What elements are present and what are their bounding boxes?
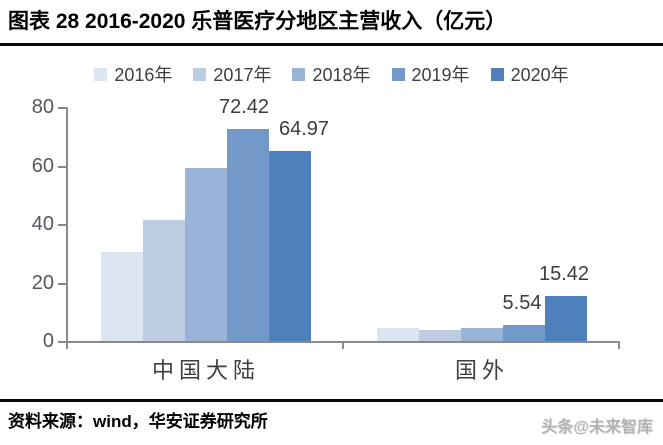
y-axis-label: 40	[31, 213, 54, 235]
y-axis-label: 20	[31, 271, 54, 294]
x-axis-tick	[618, 343, 620, 349]
legend-item: 2019年	[391, 61, 470, 87]
data-label: 64.97	[278, 117, 330, 140]
legend-label: 2016年	[114, 65, 173, 85]
legend-swatch-icon	[490, 67, 504, 81]
x-axis-tick	[342, 343, 344, 349]
y-axis-line	[66, 107, 68, 343]
legend-label: 2020年	[510, 65, 569, 85]
y-axis-tick	[58, 341, 66, 343]
legend-swatch-icon	[94, 67, 108, 81]
chart-legend: 2016年 2017年 2018年 2019年 2020年	[0, 61, 663, 87]
legend-swatch-icon	[193, 67, 207, 81]
bar	[461, 327, 503, 341]
x-axis-tick	[66, 343, 68, 349]
bar	[503, 324, 545, 341]
bar	[377, 328, 419, 341]
legend-item: 2018年	[292, 61, 371, 87]
category-label: 中国大陆	[151, 358, 260, 383]
source-note: 资料来源：wind，华安证券研究所	[8, 412, 268, 431]
data-label: 72.42	[218, 96, 270, 119]
y-axis-label: 60	[31, 154, 54, 177]
bar	[101, 252, 143, 341]
footer-divider	[0, 399, 663, 402]
title-divider	[0, 43, 663, 46]
y-axis-tick	[58, 107, 66, 109]
bar-chart: 2016年 2017年 2018年 2019年 2020年 0 20 40 60 80 中国大陆 国…	[0, 48, 663, 399]
legend-label: 2017年	[213, 65, 272, 85]
y-axis-label: 0	[42, 330, 54, 352]
bar	[227, 129, 269, 341]
bar	[269, 150, 311, 341]
legend-item: 2016年	[94, 61, 172, 87]
data-label: 5.54	[502, 291, 542, 314]
legend-label: 2018年	[312, 65, 371, 85]
category-label: 国外	[454, 358, 509, 383]
bar	[185, 168, 227, 341]
legend-item: 2020年	[490, 61, 569, 87]
legend-label: 2019年	[411, 65, 470, 85]
bar	[143, 219, 185, 341]
y-axis-tick	[58, 224, 66, 226]
y-axis-tick	[58, 165, 66, 168]
data-label: 15.42	[538, 262, 590, 285]
legend-item: 2017年	[193, 61, 271, 87]
x-axis-line	[66, 341, 620, 343]
bar	[419, 329, 461, 341]
y-axis-label: 80	[31, 96, 54, 118]
y-axis-tick	[58, 282, 66, 285]
watermark: 头条@未来智库	[541, 419, 653, 436]
figure-title: 图表 28 2016-2020 乐普医疗分地区主营收入（亿元）	[8, 10, 507, 33]
bar	[545, 295, 587, 341]
legend-swatch-icon	[391, 67, 405, 81]
legend-swatch-icon	[292, 67, 306, 81]
